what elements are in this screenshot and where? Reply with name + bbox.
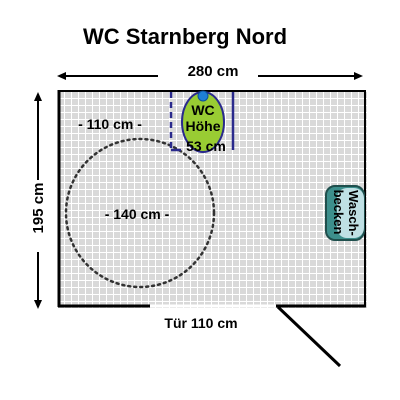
room-walls	[57, 90, 366, 308]
wc-flush-icon	[197, 90, 209, 102]
sink-bowl	[337, 188, 364, 238]
wc-label-line2: Höhe	[186, 118, 221, 134]
door-label: Tür 110 cm	[164, 315, 237, 331]
turning-circle	[64, 137, 216, 289]
wc-label-line1: WC	[191, 102, 214, 118]
height-dimension-arrow	[34, 92, 42, 309]
wc-distance-label: - 110 cm -	[78, 116, 142, 132]
width-dimension-arrow	[57, 72, 363, 80]
sink-label-line2: becken	[331, 190, 346, 235]
turning-circle-label: - 140 cm -	[105, 206, 170, 222]
height-label: 195 cm	[30, 183, 47, 234]
wc-label-line3: 53 cm	[186, 138, 226, 154]
page-title: WC Starnberg Nord	[83, 24, 287, 49]
sink-label-line1: Wasch-	[346, 190, 361, 236]
wc-clearance-frame	[169, 92, 235, 152]
width-label: 280 cm	[188, 63, 239, 80]
door-swing	[150, 304, 342, 368]
